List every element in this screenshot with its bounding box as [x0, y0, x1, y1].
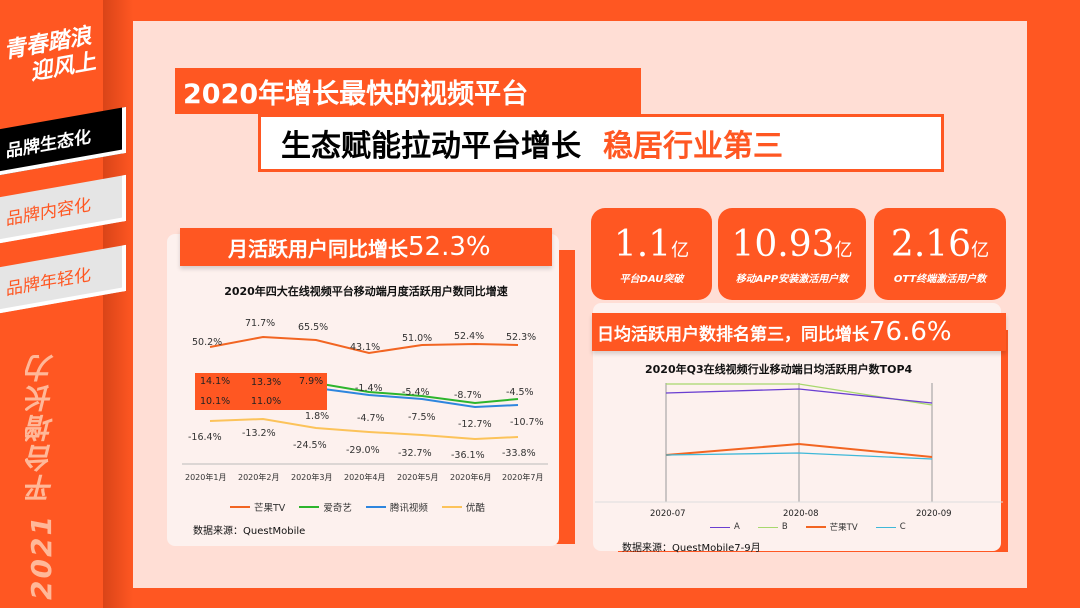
stat-value: 2.16	[890, 224, 972, 265]
series-a-line	[665, 388, 933, 404]
mau-line-chart: 50.2% 71.7% 65.5% 43.1% 51.0% 52.4% 52.3…	[180, 300, 560, 500]
dau-line-chart: 2020-07 2020-08 2020-09	[593, 375, 1013, 519]
legend-item-mangotv: 芒果TV	[230, 500, 285, 514]
x-tick-label: 2020年2月	[238, 473, 280, 482]
data-label: -5.4%	[402, 387, 430, 398]
data-label: -10.7%	[510, 417, 544, 428]
dau-chart-svg	[595, 383, 1003, 503]
sidebar: 青春踏浪 迎风上 品牌生态化 品牌内容化 品牌年轻化 2021 平台增长力	[0, 0, 133, 608]
headline-secondary: 生态赋能拉动平台增长 稳居行业第三	[258, 114, 944, 172]
highlight-box: 14.1% 13.3% 7.9% 10.1% 11.0%	[195, 373, 327, 410]
stat-label: OTT终端激活用户数	[893, 274, 987, 285]
x-tick-label: 2020年5月	[397, 473, 439, 482]
legend-item-a: A	[710, 521, 740, 533]
data-label: -33.8%	[502, 448, 536, 459]
data-label: 50.2%	[192, 337, 223, 348]
legend-item-youku: 优酷	[441, 500, 485, 514]
data-label: -13.2%	[242, 428, 276, 439]
data-label: 43.1%	[350, 342, 381, 353]
stat-label: 平台DAU突破	[619, 274, 684, 285]
x-tick-label: 2020-07	[650, 509, 686, 519]
data-label: 52.4%	[454, 331, 485, 342]
series-c-line	[665, 452, 933, 460]
data-label: 13.3%	[251, 377, 282, 388]
x-tick-label: 2020年3月	[291, 473, 333, 482]
mau-growth-pct: 52.3%	[408, 232, 491, 262]
series-mangotv-line	[209, 335, 519, 355]
data-label: -4.7%	[357, 413, 385, 424]
legend-item-c: C	[875, 521, 906, 533]
mau-chart-legend: 芒果TV 爱奇艺 腾讯视频 优酷	[230, 500, 485, 514]
data-label: 52.3%	[506, 332, 537, 343]
dau-chart-title: 2020年Q3在线视频行业移动端日均活跃用户数TOP4	[645, 363, 913, 376]
legend-item-tencent: 腾讯视频	[365, 500, 428, 514]
data-label: -1.4%	[355, 383, 383, 394]
data-label: -24.5%	[293, 440, 327, 451]
stat-label: 移动APP安装激活用户数	[735, 274, 849, 285]
data-label: -7.5%	[408, 412, 436, 423]
stat-card-app-installs: 10.93亿 移动APP安装激活用户数	[718, 208, 866, 300]
data-label: 65.5%	[298, 322, 329, 333]
section-vertical-title: 2021 平台增长力	[25, 352, 58, 600]
mau-chart-title: 2020年四大在线视频平台移动端月度活跃用户数同比增速	[224, 285, 508, 298]
data-label: 71.7%	[245, 318, 276, 329]
series-youku-line	[209, 417, 519, 441]
data-label: 51.0%	[402, 333, 433, 344]
sidebar-shadow	[103, 0, 133, 608]
x-tick-label: 2020年6月	[450, 473, 492, 482]
data-label: -36.1%	[451, 450, 485, 461]
x-tick-label: 2020年1月	[185, 473, 227, 482]
stat-card-ott: 2.16亿 OTT终端激活用户数	[874, 208, 1006, 300]
dau-growth-pct: 76.6%	[869, 317, 952, 347]
mau-chart-source: 数据来源：QuestMobile	[193, 526, 306, 537]
stat-value: 1.1	[613, 224, 672, 265]
data-label: 14.1%	[200, 376, 231, 387]
data-label: 7.9%	[299, 376, 324, 387]
legend-item-iqiyi: 爱奇艺	[299, 500, 352, 514]
data-label: -12.7%	[458, 419, 492, 430]
legend-item-b: B	[757, 521, 788, 533]
headline-secondary-accent: 稳居行业第三	[603, 129, 783, 164]
dau-chart-source: 数据来源：QuestMobile7-9月	[622, 543, 761, 554]
mau-growth-banner: 月活跃用户同比增长 52.3%	[180, 228, 552, 266]
data-label: -4.5%	[506, 387, 534, 398]
x-tick-label: 2020年7月	[502, 473, 544, 482]
data-label: 11.0%	[251, 396, 282, 407]
series-mangotv-line	[665, 442, 933, 458]
x-tick-label: 2020-09	[916, 509, 952, 519]
x-tick-label: 2020年4月	[344, 473, 386, 482]
stat-value: 10.93	[731, 224, 835, 265]
stat-card-dau: 1.1亿 平台DAU突破	[591, 208, 712, 300]
dau-rank-banner: 日均活跃用户数排名第三，同比增长 76.6%	[592, 313, 1006, 351]
data-label: -29.0%	[346, 445, 380, 456]
headline-secondary-main: 生态赋能拉动平台增长	[281, 129, 581, 164]
data-label: -16.4%	[188, 432, 222, 443]
legend-item-mangotv: 芒果TV	[805, 521, 858, 533]
data-label: -8.7%	[454, 390, 482, 401]
data-label: -32.7%	[398, 448, 432, 459]
headline-primary: 2020年增长最快的视频平台	[175, 68, 641, 114]
data-label: 10.1%	[200, 396, 231, 407]
dau-chart-legend: A B 芒果TV C	[710, 521, 906, 533]
data-label: 1.8%	[305, 411, 330, 422]
x-tick-label: 2020-08	[783, 509, 819, 519]
